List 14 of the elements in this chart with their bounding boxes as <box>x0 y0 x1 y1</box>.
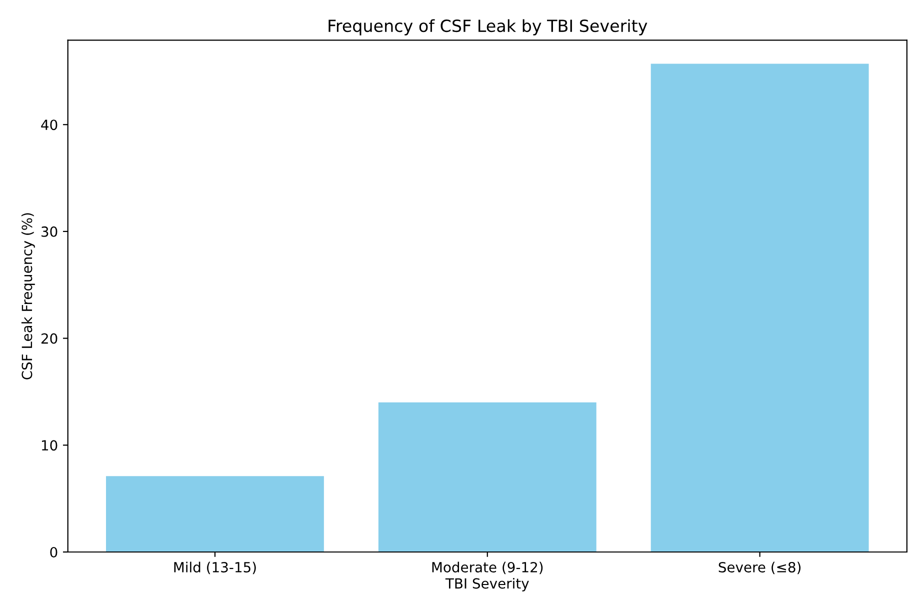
bar <box>650 64 869 552</box>
chart-title: Frequency of CSF Leak by TBI Severity <box>328 19 648 36</box>
x-tick-label: Mild (13-15) <box>174 562 256 574</box>
y-tick-label: 0 <box>50 546 58 558</box>
y-tick-label: 10 <box>42 440 58 451</box>
bar <box>378 402 596 552</box>
y-tick-label: 20 <box>41 333 58 344</box>
y-tick-label: 30 <box>42 226 58 237</box>
x-tick-label: Moderate (9-12) <box>432 562 543 574</box>
bar <box>106 476 324 552</box>
x-tick-label: Severe (≤8) <box>718 562 801 574</box>
y-axis-title: CSF Leak Frequency (%) <box>21 213 35 380</box>
x-axis-title: TBI Severity <box>445 578 529 592</box>
y-tick-label: 40 <box>41 120 58 130</box>
